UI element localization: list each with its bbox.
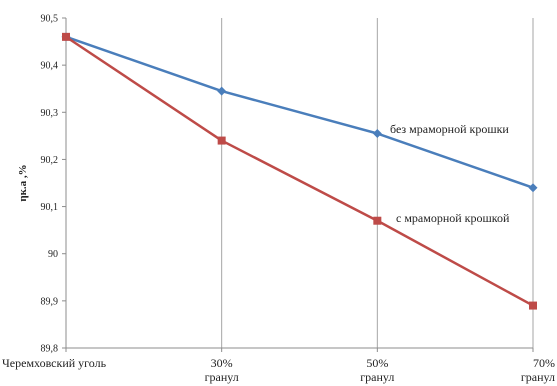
y-tick-label: 90,4	[41, 61, 59, 72]
annotation-with-marble: с мраморной крошкой	[396, 211, 510, 225]
series-2-point	[217, 136, 226, 145]
x-tick-label: 70%	[533, 356, 555, 370]
axes	[65, 18, 533, 349]
y-tick-label: 90,2	[41, 155, 59, 166]
y-axis-label: ηк.а ,%	[17, 164, 29, 201]
x-tick-label: 50%	[366, 356, 388, 370]
series-2-point	[373, 216, 382, 225]
y-tick-labels: 89,8 89,9 90 90,1 90,2 90,3 90,4 90,5	[41, 14, 66, 355]
x-tick-label: гранул	[205, 370, 239, 384]
x-tick-label: 30%	[211, 356, 233, 370]
x-tick-label: гранул	[521, 370, 555, 384]
series-annotations: без мраморной крошки с мраморной крошкой	[390, 122, 510, 225]
series-1-point	[217, 86, 227, 96]
y-tick-label: 89,9	[41, 296, 59, 307]
y-tick-label: 90	[48, 249, 58, 260]
y-tick-label: 89,8	[41, 344, 59, 355]
x-tick-label: гранул	[360, 370, 394, 384]
series-lines	[65, 35, 534, 307]
series-1-point	[372, 129, 382, 138]
series-1-point	[528, 183, 538, 193]
x-tick-labels: Черемховский уголь 30%гранул50%гранул70%г…	[2, 348, 555, 384]
y-tick-label: 90,5	[41, 14, 59, 25]
y-tick-label: 90,3	[41, 108, 59, 119]
x-tick-label: Черемховский уголь	[2, 356, 107, 370]
y-tick-label: 90,1	[41, 202, 59, 213]
grid-lines	[221, 18, 534, 348]
series-2-point	[529, 301, 537, 310]
series-2-point	[62, 32, 70, 41]
series-line-2	[65, 35, 534, 307]
series-line-1	[65, 35, 534, 189]
series-markers	[61, 32, 538, 310]
annotation-without-marble: без мраморной крошки	[390, 122, 509, 136]
